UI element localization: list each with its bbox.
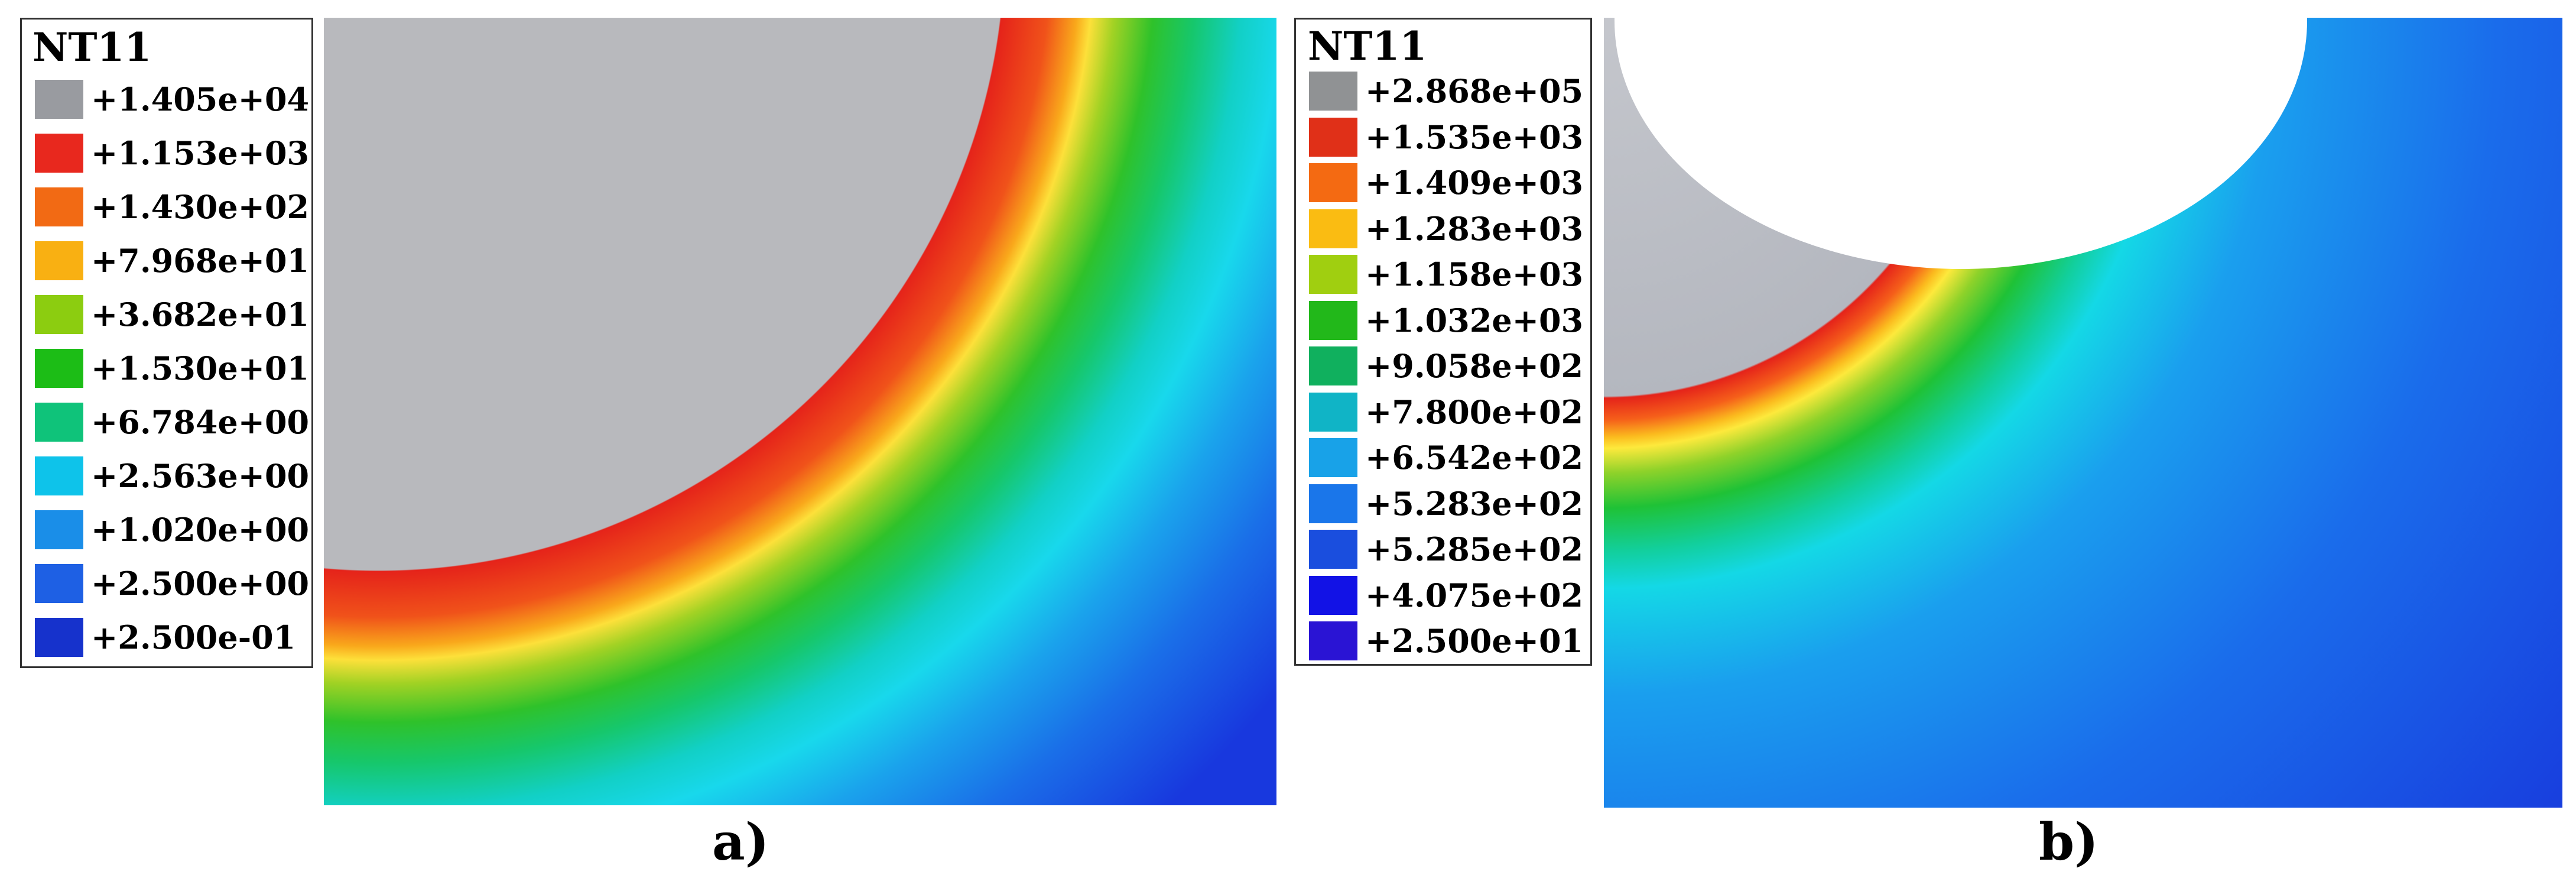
legend-b-label: +9.058e+02 [1365, 347, 1584, 385]
legend-b-label: +4.075e+02 [1365, 576, 1584, 614]
caption-a: a) [712, 812, 769, 872]
legend-b-swatch [1309, 438, 1357, 477]
legend-a-swatch [35, 80, 83, 119]
legend-b-swatch [1309, 300, 1357, 340]
legend-b-swatch [1309, 209, 1357, 248]
legend-a-title: NT11 [33, 24, 152, 70]
legend-b-swatch [1309, 72, 1357, 111]
legend-b-swatch [1309, 621, 1357, 660]
legend-b-label: +1.535e+03 [1365, 118, 1584, 156]
legend-b-swatch [1309, 117, 1357, 157]
legend-a-swatch [35, 349, 83, 388]
legend-b: NT11 +2.868e+05 +1.535e+03 +1.409e+03 +1.28… [1294, 18, 1592, 666]
legend-a-label: +2.563e+00 [91, 457, 310, 495]
legend-a-label: +1.530e+01 [91, 349, 310, 387]
legend-b-swatch [1309, 484, 1357, 523]
legend-b-title: NT11 [1308, 23, 1427, 69]
plot-a-field [324, 18, 1276, 805]
legend-a-label: +2.500e-01 [91, 618, 296, 656]
legend-a-swatch [35, 510, 83, 549]
legend-a-swatch [35, 134, 83, 173]
legend-b-label: +1.158e+03 [1365, 255, 1584, 293]
legend-a-swatch [35, 241, 83, 280]
legend-b-label: +2.868e+05 [1365, 72, 1584, 110]
legend-b-swatch [1309, 392, 1357, 432]
legend-b-swatch [1309, 575, 1357, 615]
plot-a [324, 18, 1276, 805]
legend-b-label: +7.800e+02 [1365, 393, 1584, 431]
legend-a-label: +3.682e+01 [91, 296, 310, 333]
legend-b-label: +6.542e+02 [1365, 439, 1584, 477]
temperature-field-a [324, 18, 1276, 805]
legend-a-swatch [35, 456, 83, 495]
legend-b-swatch [1309, 346, 1357, 385]
legend-a-label: +1.430e+02 [91, 188, 310, 226]
legend-a-label: +6.784e+00 [91, 403, 310, 441]
legend-a: NT11 +1.405e+04 +1.153e+03 +1.430e+02 +7.96… [20, 18, 313, 668]
legend-a-swatch [35, 295, 83, 334]
legend-b-label: +5.283e+02 [1365, 484, 1584, 523]
legend-b-label: +1.032e+03 [1365, 301, 1584, 339]
legend-b-label: +2.500e+01 [1365, 622, 1584, 660]
legend-a-swatch [35, 187, 83, 226]
legend-a-label: +2.500e+00 [91, 565, 310, 602]
temperature-field-b [1604, 18, 2562, 808]
caption-b: b) [2039, 812, 2099, 872]
plot-b [1604, 18, 2562, 808]
legend-a-swatch [35, 564, 83, 603]
legend-a-label: +7.968e+01 [91, 242, 310, 280]
legend-b-label: +1.283e+03 [1365, 209, 1584, 248]
legend-a-label: +1.405e+04 [91, 80, 310, 118]
legend-b-swatch [1309, 255, 1357, 294]
legend-a-swatch [35, 403, 83, 442]
legend-b-swatch [1309, 163, 1357, 202]
legend-a-label: +1.153e+03 [91, 134, 310, 172]
legend-b-label: +5.285e+02 [1365, 530, 1584, 568]
legend-b-swatch [1309, 530, 1357, 569]
legend-a-label: +1.020e+00 [91, 511, 310, 549]
legend-a-swatch [35, 618, 83, 657]
plot-b-cavity [1615, 18, 2307, 269]
legend-b-label: +1.409e+03 [1365, 164, 1584, 202]
